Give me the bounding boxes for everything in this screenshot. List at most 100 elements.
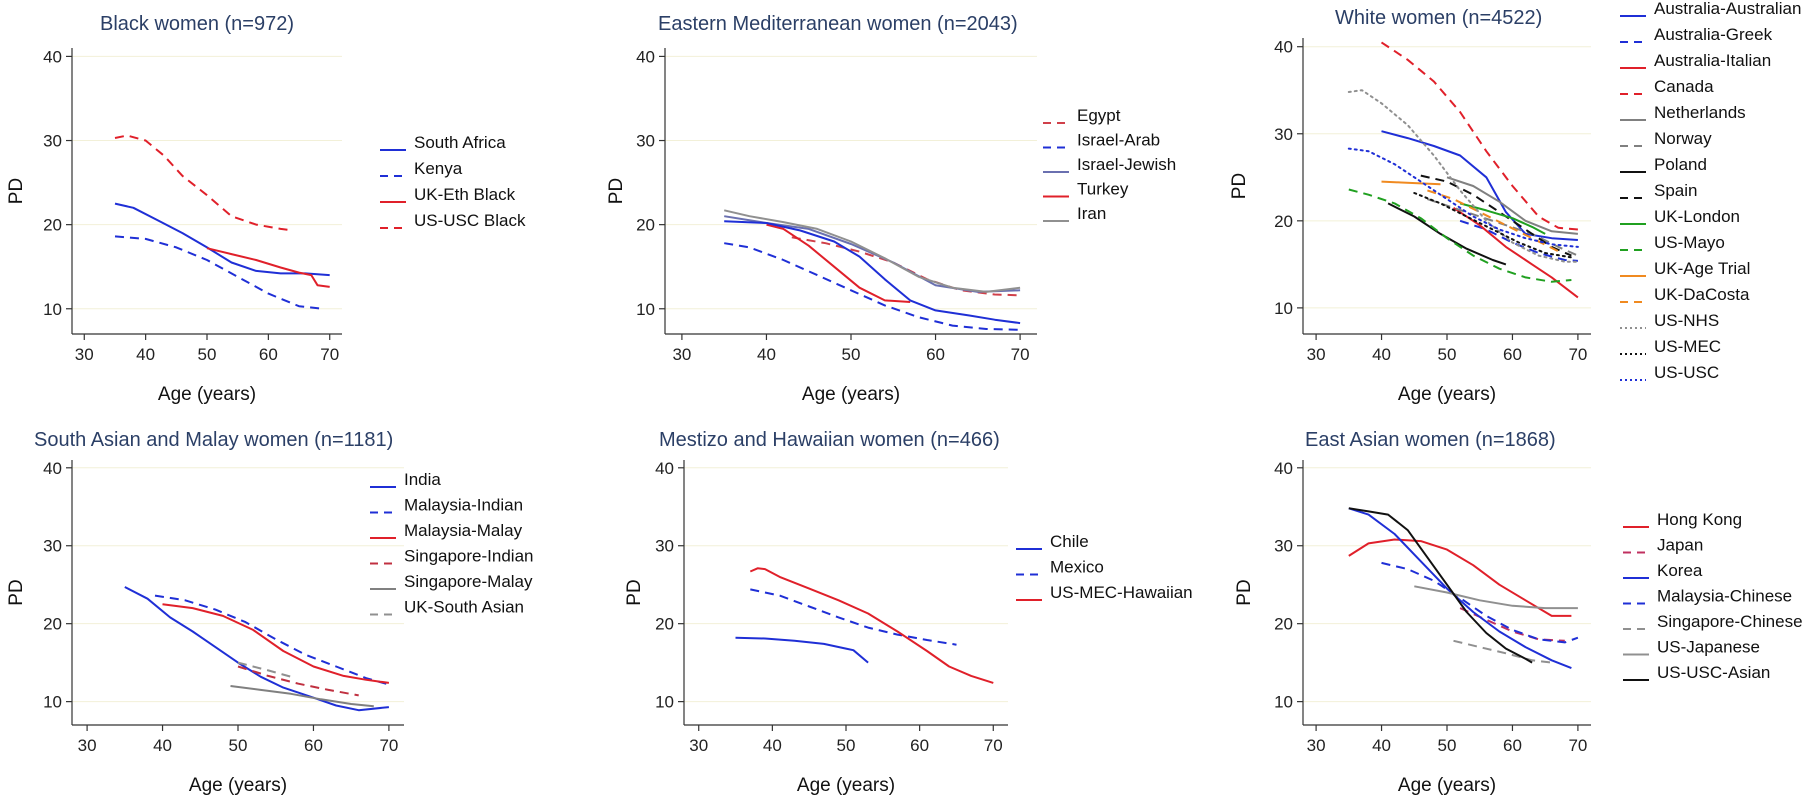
series-line	[1453, 639, 1552, 664]
legend-label: Spain	[1654, 181, 1697, 200]
x-axis-label: Age (years)	[1398, 775, 1496, 796]
series-line	[1387, 202, 1507, 266]
legend-label: Singapore-Indian	[404, 547, 533, 566]
legend-label: UK-DaCosta	[1654, 285, 1750, 304]
legend-label: US-Japanese	[1657, 638, 1760, 657]
legend-label: India	[404, 470, 441, 489]
chart-panel-3: White women (n=4522) 10 20 30 40 30 40 50 60 70 Ag…	[1229, 0, 1801, 405]
legend-label: Mexico	[1050, 558, 1104, 577]
series-line	[1459, 202, 1546, 235]
series-line	[1347, 147, 1579, 248]
x-tick-label: 60	[910, 736, 929, 755]
y-tick-label: 40	[1274, 38, 1293, 57]
x-axis-label: Age (years)	[1398, 384, 1496, 405]
y-tick-label: 30	[1274, 125, 1293, 144]
legend-label: UK-Age Trial	[1654, 259, 1750, 278]
x-tick-label: 70	[1568, 736, 1587, 755]
y-tick-label: 10	[1274, 693, 1293, 712]
x-tick-label: 60	[1503, 345, 1522, 364]
legend-label: Australia-Italian	[1654, 51, 1771, 70]
legend-label: Kenya	[414, 159, 463, 178]
series-line	[237, 665, 359, 697]
legend-label: Malaysia-Malay	[404, 521, 523, 540]
y-tick-label: 30	[1274, 537, 1293, 556]
legend-label: Israel-Arab	[1077, 131, 1160, 150]
series-line	[1348, 507, 1533, 664]
series-line	[1348, 188, 1572, 283]
series-line	[750, 588, 957, 646]
legend-label: Korea	[1657, 561, 1703, 580]
legend-label: Egypt	[1077, 106, 1121, 125]
x-tick-label: 50	[229, 736, 248, 755]
series-line	[1381, 130, 1578, 241]
x-axis-label: Age (years)	[802, 384, 900, 405]
series-line	[1427, 198, 1579, 257]
y-tick-label: 20	[1274, 615, 1293, 634]
legend-label: Singapore-Chinese	[1657, 612, 1803, 631]
y-tick-label: 40	[43, 47, 62, 66]
x-axis-label: Age (years)	[158, 384, 256, 405]
series-line	[206, 247, 330, 288]
legend-label: US-NHS	[1654, 311, 1719, 330]
legend-label: Chile	[1050, 532, 1089, 551]
chart-panel-1: Black women (n=972) 10 20 30 40 30 40 50 60 70 Age…	[6, 13, 526, 405]
legend-label: Japan	[1657, 536, 1703, 555]
legend-label: Iran	[1077, 204, 1106, 223]
x-tick-label: 30	[75, 345, 94, 364]
y-axis-label: PD	[606, 178, 627, 204]
x-tick-label: 50	[842, 345, 861, 364]
x-axis-label: Age (years)	[797, 775, 895, 796]
x-tick-label: 60	[926, 345, 945, 364]
series-line	[1347, 89, 1579, 263]
series-line	[735, 636, 869, 664]
y-tick-label: 20	[636, 216, 655, 235]
series-line	[114, 134, 294, 232]
legend-label: US-MEC	[1654, 337, 1721, 356]
series-line	[1413, 192, 1573, 259]
series-line	[723, 209, 1021, 293]
series-line	[1380, 41, 1578, 231]
y-tick-label: 10	[636, 300, 655, 319]
chart-title: Black women (n=972)	[100, 13, 294, 35]
y-axis-label: PD	[1234, 579, 1255, 605]
y-tick-label: 10	[1274, 299, 1293, 318]
x-tick-label: 50	[1438, 736, 1457, 755]
series-line	[154, 594, 390, 686]
x-axis-label: Age (years)	[189, 775, 287, 796]
chart-title: Mestizo and Hawaiian women (n=466)	[659, 429, 1000, 451]
series-line	[724, 242, 1021, 331]
x-tick-label: 70	[320, 345, 339, 364]
x-tick-label: 30	[78, 736, 97, 755]
y-tick-label: 30	[636, 132, 655, 151]
y-tick-label: 20	[43, 615, 62, 634]
chart-title: White women (n=4522)	[1335, 7, 1542, 29]
y-axis-label: PD	[624, 579, 645, 605]
series-line	[1446, 176, 1578, 235]
x-tick-label: 50	[1438, 345, 1457, 364]
x-tick-label: 60	[304, 736, 323, 755]
y-tick-label: 40	[636, 47, 655, 66]
x-tick-label: 50	[198, 345, 217, 364]
series-line	[724, 220, 1021, 325]
x-tick-label: 40	[136, 345, 155, 364]
y-tick-label: 30	[43, 537, 62, 556]
series-line	[124, 586, 390, 712]
legend-label: Singapore-Malay	[404, 572, 533, 591]
series-line	[1381, 180, 1441, 186]
legend-label: US-MEC-Hawaiian	[1050, 583, 1193, 602]
chart-panel-6: East Asian women (n=1868) 10 20 30 40 30 40 50 6…	[1234, 429, 1803, 796]
legend-label: Poland	[1654, 155, 1707, 174]
y-tick-label: 20	[43, 216, 62, 235]
legend-label: Canada	[1654, 77, 1714, 96]
series-line	[749, 567, 994, 684]
series-line	[791, 236, 1021, 297]
y-tick-label: 40	[43, 459, 62, 478]
legend-label: UK-Eth Black	[414, 185, 516, 204]
series-line	[766, 223, 911, 303]
series-line	[1414, 585, 1578, 610]
chart-title: South Asian and Malay women (n=1181)	[34, 429, 393, 451]
legend-label: UK-South Asian	[404, 598, 524, 617]
y-tick-label: 30	[43, 132, 62, 151]
x-tick-label: 60	[259, 345, 278, 364]
